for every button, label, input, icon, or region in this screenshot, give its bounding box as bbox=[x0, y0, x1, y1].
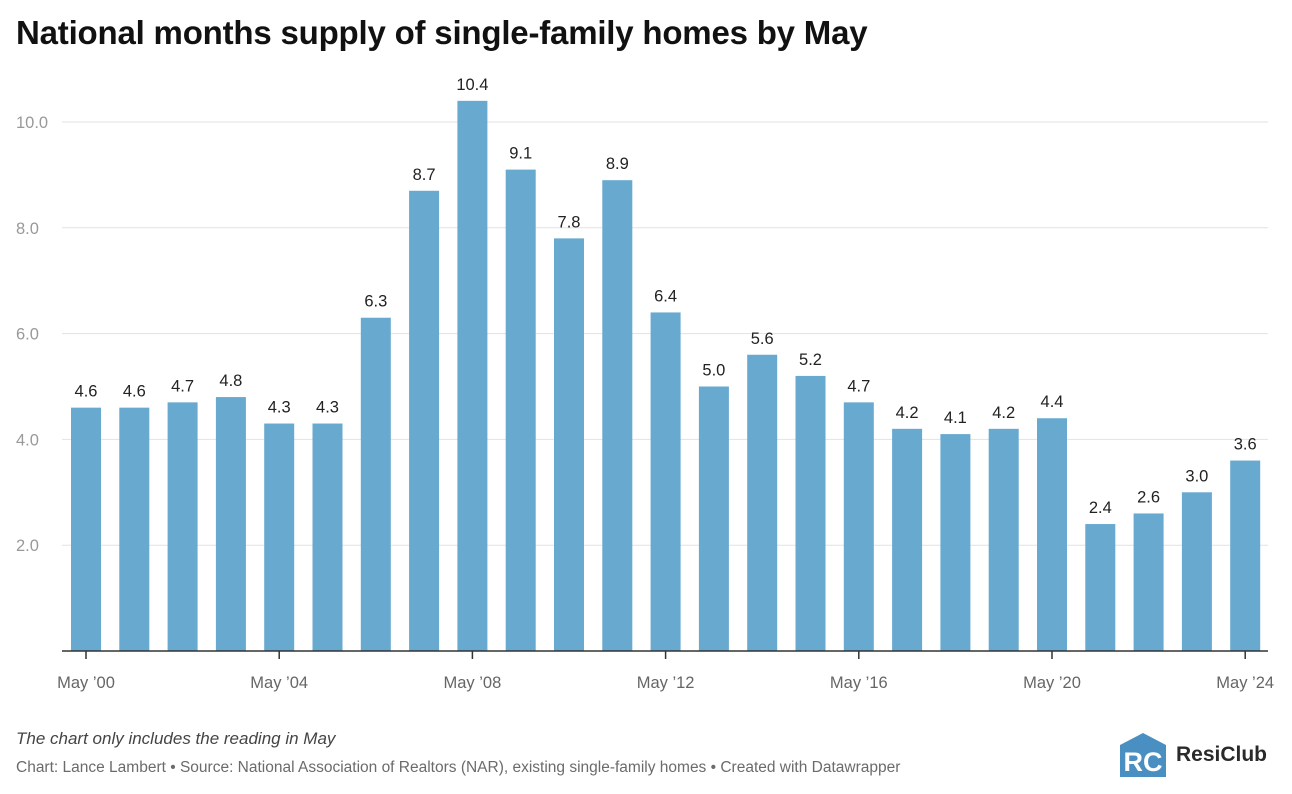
x-tick-label: May ’08 bbox=[444, 674, 502, 692]
bar bbox=[360, 317, 391, 651]
bar bbox=[505, 169, 536, 652]
bar bbox=[795, 375, 826, 651]
x-tick-label: May ’04 bbox=[250, 674, 308, 692]
bar-value-label: 4.7 bbox=[171, 377, 194, 395]
bar bbox=[698, 386, 729, 651]
bar-value-label: 9.1 bbox=[509, 145, 532, 163]
resiclub-logo-icon: RC bbox=[1120, 733, 1166, 777]
resiclub-logo: RC ResiClub bbox=[1120, 733, 1267, 777]
bar-value-label: 6.3 bbox=[364, 293, 387, 311]
y-tick-label: 6.0 bbox=[16, 326, 39, 344]
bar-value-label: 2.4 bbox=[1089, 499, 1112, 517]
bar bbox=[1085, 524, 1116, 651]
bar bbox=[1230, 460, 1261, 651]
bar-value-label: 4.4 bbox=[1041, 393, 1064, 411]
bar bbox=[71, 407, 101, 651]
chart-notes: The chart only includes the reading in M… bbox=[16, 729, 336, 748]
y-tick-label: 4.0 bbox=[16, 431, 39, 449]
bar-value-label: 5.6 bbox=[751, 330, 774, 348]
bar bbox=[940, 434, 971, 651]
logo-mark-text: RC bbox=[1124, 747, 1163, 777]
bar bbox=[554, 238, 584, 651]
logo-text: ResiClub bbox=[1176, 743, 1268, 766]
bar-value-label: 2.6 bbox=[1137, 488, 1160, 506]
y-tick-label: 8.0 bbox=[16, 220, 39, 238]
bar-value-label: 4.2 bbox=[992, 404, 1015, 422]
bar-value-label: 4.6 bbox=[123, 383, 146, 401]
bar-value-label: 4.8 bbox=[219, 372, 242, 390]
bar bbox=[119, 407, 150, 651]
x-tick-label: May ’12 bbox=[637, 674, 695, 692]
bar bbox=[312, 423, 343, 651]
bar bbox=[747, 354, 778, 651]
bar-value-label: 6.4 bbox=[654, 287, 677, 305]
bar-value-label: 3.0 bbox=[1185, 467, 1208, 485]
bar-value-label: 10.4 bbox=[456, 76, 488, 94]
chart-credits: Chart: Lance Lambert • Source: National … bbox=[16, 759, 901, 776]
bar bbox=[457, 100, 488, 652]
bar-value-label: 4.7 bbox=[847, 377, 870, 395]
x-tick-label: May ’20 bbox=[1023, 674, 1081, 692]
bar-value-label: 8.9 bbox=[606, 155, 629, 173]
x-tick-label: May ’24 bbox=[1216, 674, 1274, 692]
y-tick-label: 2.0 bbox=[16, 537, 39, 555]
bar bbox=[1037, 418, 1067, 651]
bar bbox=[264, 423, 295, 651]
bar-value-label: 5.2 bbox=[799, 351, 822, 369]
bar-value-label: 4.2 bbox=[896, 404, 919, 422]
bar bbox=[988, 428, 1019, 651]
bar bbox=[602, 180, 633, 651]
bar-value-label: 4.6 bbox=[75, 383, 98, 401]
bar-value-label: 3.6 bbox=[1234, 436, 1257, 454]
bar bbox=[892, 428, 923, 651]
bar-value-label: 4.3 bbox=[268, 399, 291, 417]
bar bbox=[409, 190, 440, 651]
bar bbox=[167, 402, 198, 651]
bar-chart: 2.0 4.0 6.0 8.0 10.0 4.6 4.6 4.7 4.8 4.3 4.3 6.3 8.7… bbox=[16, 76, 1274, 692]
bar-value-label: 4.1 bbox=[944, 409, 967, 427]
x-tick-label: May ’00 bbox=[57, 674, 115, 692]
bar bbox=[843, 402, 874, 651]
bar bbox=[1181, 492, 1212, 651]
bar bbox=[1133, 513, 1164, 651]
bar-value-label: 8.7 bbox=[413, 166, 436, 184]
bar-value-label: 7.8 bbox=[558, 213, 581, 231]
y-tick-label: 10.0 bbox=[16, 114, 48, 132]
bar bbox=[215, 397, 246, 651]
chart-title: National months supply of single-family … bbox=[16, 14, 868, 51]
bar-value-label: 4.3 bbox=[316, 399, 339, 417]
x-tick-label: May ’16 bbox=[830, 674, 888, 692]
bar-value-label: 5.0 bbox=[702, 362, 725, 380]
bar bbox=[650, 312, 681, 651]
